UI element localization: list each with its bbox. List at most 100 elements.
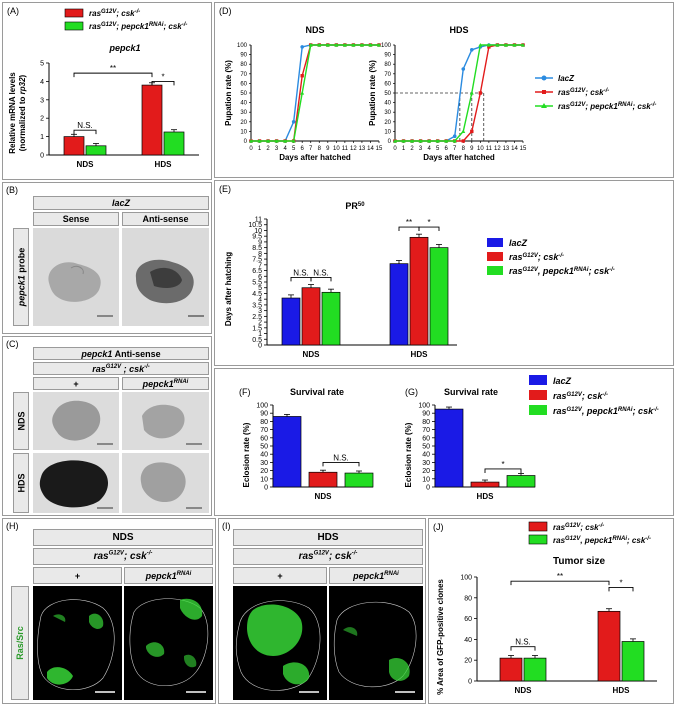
- chart-E-sig-bracket: [418, 226, 440, 232]
- chart-d-hds-xtick-label: 6: [445, 146, 449, 152]
- chart-E-ytick-label: 0.5: [252, 337, 262, 344]
- chart-d-nds-ytick-label: 0: [244, 139, 248, 145]
- panel-b-header: lacZ: [33, 196, 209, 210]
- panel-i-col-plus: +: [233, 567, 327, 584]
- chart-d-hds-ytick-label: 20: [384, 120, 391, 126]
- chart-d-hds-point: [401, 139, 406, 143]
- panel-a: (A) rasG12V; csk-/- rasG12V; pepck1RNAi;…: [2, 2, 212, 180]
- chart-d-nds-ytick-label: 10: [240, 129, 247, 135]
- chart-d-nds-series-line: [251, 44, 379, 142]
- chart-F-ytick-label: 20: [260, 468, 268, 475]
- chart-J-xtick-label: NDS: [515, 686, 533, 695]
- chart-E-bar: [429, 247, 449, 346]
- chart-d-hds-point: [521, 43, 525, 47]
- panel-i-header1-text: HDS: [317, 532, 339, 543]
- panel-i-header2: rasG12V; csk-/-: [233, 548, 423, 565]
- legend-g-pepck: rasG12V, pepck1RNAi; csk-/-: [553, 406, 659, 416]
- panel-j: (J) rasG12V; csk-/- rasG12V, pepck1RNAi;…: [428, 518, 674, 704]
- chart-d-nds-point: [300, 91, 305, 95]
- chart-J-bar: [621, 641, 645, 682]
- chart-G-ytick-label: 100: [418, 403, 430, 410]
- chart-d-hds-xtick-label: 0: [393, 146, 397, 152]
- chart-E-ytick-label: 2: [258, 320, 262, 327]
- chart-d-nds-xtick-label: 9: [326, 146, 330, 152]
- chart-E-ytick-label: 6: [258, 274, 262, 281]
- chart-A-ytick-label: 5: [40, 61, 44, 68]
- chart-d-hds-point: [461, 129, 466, 133]
- chart-F-ytick-label: 30: [260, 460, 268, 467]
- chart-F-bar: [344, 472, 374, 488]
- chart-A-bar: [63, 136, 85, 156]
- chart-E-xtick-label: HDS: [411, 350, 429, 359]
- chart-E-sig-label: **: [406, 218, 412, 227]
- panel-c-row1-text: NDS: [16, 411, 27, 431]
- chart-E-ytick-label: 1: [258, 331, 262, 338]
- chart-j-title: Tumor size: [553, 556, 605, 567]
- chart-d-hds-xtick-label: 5: [436, 146, 440, 152]
- chart-d-nds-series-line: [251, 44, 379, 142]
- chart-G-ytick-label: 70: [422, 427, 430, 434]
- chart-E-ytick-label: 9: [258, 239, 262, 246]
- chart-d-hds-point: [452, 134, 457, 138]
- chart-J-sig-bracket: [510, 580, 610, 586]
- panel-c-row-hds: HDS: [13, 453, 29, 513]
- panel-b-col1-text: Sense: [62, 214, 90, 224]
- chart-E-ytick-label: 8.5: [252, 245, 262, 252]
- chart-J-ytick-label: 60: [464, 616, 472, 623]
- panel-c-col-plus: +: [33, 377, 119, 390]
- chart-d-nds-ytick-label: 100: [237, 43, 248, 49]
- chart-G-ytick-label: 60: [422, 435, 430, 442]
- chart-g-ylabel: Eclosion rate (%): [404, 422, 413, 487]
- chart-E-ytick-label: 7.5: [252, 257, 262, 264]
- chart-a-ylabel-2: (normalized to rp32): [18, 74, 27, 151]
- legend-a-ras: rasG12V; csk-/-: [89, 9, 140, 18]
- chart-G-ytick-label: 90: [422, 411, 430, 418]
- chart-G-bar: [506, 475, 536, 488]
- chart-d-hds-xtick-label: 15: [520, 146, 527, 152]
- chart-d-nds-point: [283, 139, 288, 143]
- chart-J-ytick-label: 100: [460, 575, 472, 582]
- chart-d-nds-ytick-label: 30: [240, 110, 247, 116]
- chart-d-hds-point: [461, 139, 465, 143]
- chart-A-sig-bracket: [151, 80, 175, 86]
- panel-c-header2: rasG12V ; csk-/-: [33, 362, 209, 375]
- chart-J-bar: [499, 657, 523, 682]
- chart-d-nds-ytick-label: 50: [240, 91, 247, 97]
- chart-J-sig-label: *: [619, 578, 622, 587]
- chart-G-ytick-label: 30: [422, 460, 430, 467]
- chart-d-hds-ytick-label: 100: [381, 43, 392, 49]
- chart-E-ytick-label: 1.5: [252, 325, 262, 332]
- panel-d: (D) NDS 0 10 20 30 40 50 60 70 80 90 100 0 1 2 3 4 5 6 7 8 9 1…: [214, 2, 674, 178]
- panel-d-label: (D): [219, 6, 232, 16]
- panel-c-col1-text: +: [73, 378, 79, 389]
- chart-d-nds-ylabel: Pupation rate (%): [224, 60, 233, 126]
- chart-E-ytick-label: 3: [258, 308, 262, 315]
- legend-d-lacz: lacZ: [558, 74, 575, 83]
- chart-E-bar: [301, 287, 321, 346]
- chart-E-sig-bracket: [310, 276, 332, 282]
- legend-a-pepck: rasG12V; pepck1RNAi; csk-/-: [89, 22, 187, 31]
- chart-d-hds-xtick-label: 7: [453, 146, 457, 152]
- chart-d-nds-point: [291, 120, 296, 124]
- chart-a-title: pepck1: [108, 43, 140, 53]
- legend-g-lacz: lacZ: [553, 376, 572, 386]
- panel-h-col-plus: +: [33, 567, 122, 584]
- chart-d-nds-ytick-label: 70: [240, 72, 247, 78]
- legend-d-ras: rasG12V; csk-/-: [558, 88, 609, 97]
- chart-d-nds-point: [325, 43, 330, 47]
- legend-d: lacZ rasG12V; csk-/- rasG12V; pepck1RNAi…: [535, 74, 656, 111]
- chart-d-nds-point: [377, 43, 381, 47]
- chart-F-ytick-label: 70: [260, 427, 268, 434]
- chart-d-nds-point: [300, 74, 304, 78]
- panel-h-row-label: Ras/Src: [11, 586, 29, 700]
- panel-c-col-rnai: pepck1RNAi: [122, 377, 209, 390]
- chart-d-nds-title: NDS: [305, 25, 324, 35]
- chart-d-nds-point: [334, 43, 339, 47]
- image-b-sense: [33, 228, 119, 326]
- chart-F-sig-bracket: [322, 461, 360, 467]
- chart-F-bar: [308, 471, 338, 488]
- chart-d-nds-point: [317, 43, 322, 47]
- chart-A-sig-label: *: [161, 72, 164, 81]
- image-b-antisense: [122, 228, 209, 326]
